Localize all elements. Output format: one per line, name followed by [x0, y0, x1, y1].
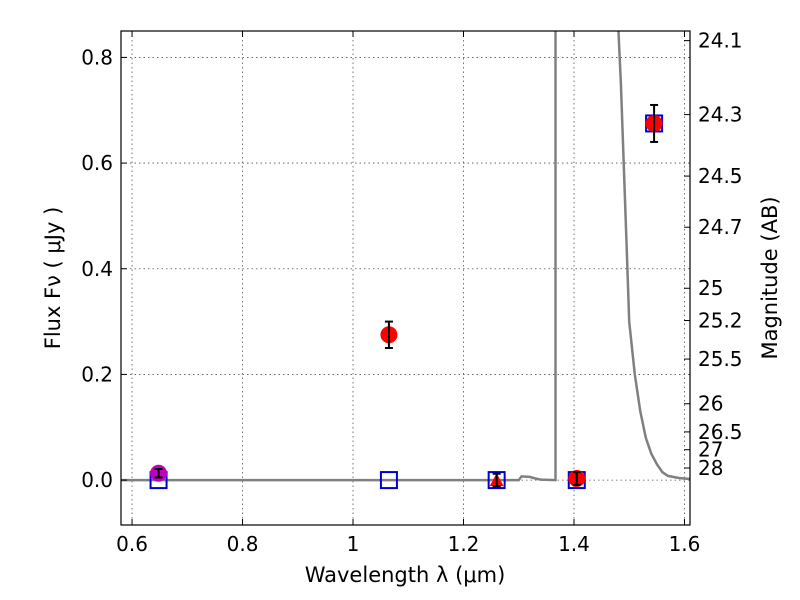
y-tick-label: 0.4: [81, 257, 113, 281]
right-tick-label: 25.2: [698, 309, 743, 333]
x-tick-label: 1.6: [669, 532, 701, 556]
plot-frame: [120, 30, 691, 526]
model-spectrum-line: [121, 31, 690, 482]
right-tick-label: 24.1: [698, 29, 743, 53]
data-layer: [121, 31, 690, 490]
x-axis-label: Wavelength λ (μm): [305, 563, 506, 587]
x-tick-label: 1.4: [558, 532, 590, 556]
x-tick-label: 1.2: [448, 532, 480, 556]
y-axis-label: Flux Fν ( μJy ): [41, 207, 65, 350]
right-tick-label: 26: [698, 392, 723, 416]
right-tick-label: 24.7: [698, 215, 743, 239]
right-tick-label: 28: [698, 456, 723, 480]
y-tick-label: 0.8: [81, 45, 113, 69]
y-tick-label: 0.6: [81, 151, 113, 175]
right-tick-label: 27: [698, 438, 723, 462]
x-tick-label: 0.8: [227, 532, 259, 556]
right-tick-label: 26.5: [698, 420, 743, 444]
y-tick-label: 0.2: [81, 362, 113, 386]
right-axis-label: Magnitude (AB): [758, 196, 782, 359]
right-tick-label: 25.5: [698, 347, 743, 371]
tick-layer: 0.6 0.8 1 1.2 1.4 1.6 0.0 0.2 0.4 0.6 0.8 24.1 24.3 2…: [81, 29, 742, 556]
model-square-marker: [487, 471, 506, 490]
x-tick-label: 0.6: [116, 532, 148, 556]
x-tick-label: 1: [347, 532, 360, 556]
right-tick-label: 24.5: [698, 164, 743, 188]
right-tick-label: 25: [698, 276, 723, 300]
y-tick-label: 0.0: [81, 468, 113, 492]
right-tick-label: 24.3: [698, 103, 743, 127]
model-square-marker: [379, 471, 398, 490]
